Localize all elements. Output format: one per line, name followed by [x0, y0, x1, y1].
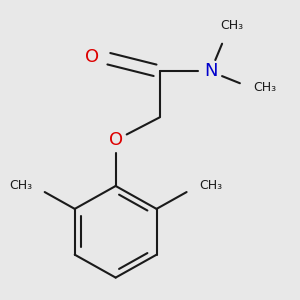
Text: CH₃: CH₃ [253, 81, 276, 94]
Text: CH₃: CH₃ [9, 179, 32, 193]
Text: N: N [204, 62, 217, 80]
Text: CH₃: CH₃ [220, 19, 243, 32]
Text: O: O [109, 131, 123, 149]
Text: CH₃: CH₃ [199, 179, 222, 193]
Text: O: O [85, 48, 99, 66]
